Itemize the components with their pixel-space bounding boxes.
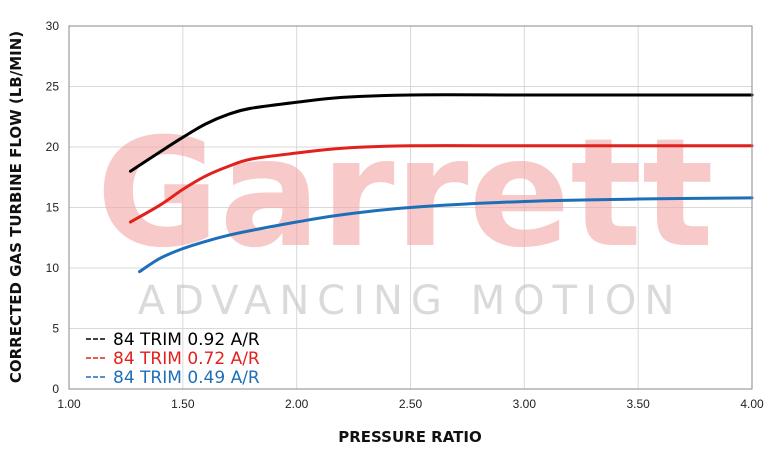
x-tick-label: 4.00	[740, 397, 764, 411]
y-tick-label: 25	[46, 80, 60, 94]
x-tick-label: 2.00	[285, 397, 309, 411]
watermark-brand: Garrett	[96, 107, 713, 281]
x-axis-title: PRESSURE RATIO	[338, 428, 481, 446]
y-tick-label: 10	[46, 261, 60, 275]
series-lines	[128, 93, 754, 274]
watermark-tagline: ADVANCING MOTION	[138, 278, 683, 324]
x-tick-label: 3.00	[513, 397, 537, 411]
series-line-2	[128, 144, 754, 224]
y-axis-title: CORRECTED GAS TURBINE FLOW (LB/MIN)	[7, 31, 25, 383]
y-tick-label: 20	[46, 140, 60, 154]
legend-label: 84 TRIM 0.92 A/R	[113, 330, 260, 350]
x-tick-label: 2.50	[399, 397, 423, 411]
y-tick-label: 15	[46, 201, 60, 215]
legend-label: 84 TRIM 0.72 A/R	[113, 349, 260, 369]
watermark: Garrett ADVANCING MOTION	[96, 107, 713, 324]
y-tick-label: 30	[46, 19, 60, 33]
series-line-3	[138, 196, 754, 274]
legend: 84 TRIM 0.92 A/R84 TRIM 0.72 A/R84 TRIM …	[86, 330, 260, 388]
y-tick-label: 5	[52, 322, 59, 336]
x-tick-label: 3.50	[626, 397, 650, 411]
y-tick-label: 0	[52, 382, 59, 396]
plot-frame	[68, 25, 753, 390]
axis-ticks: 1.00 1.50 2.00 2.50 3.00 3.50 4.00 0 5 10 15 20 25 30	[46, 19, 764, 411]
series-line-1	[128, 93, 754, 173]
x-tick-label: 1.50	[171, 397, 195, 411]
legend-label: 84 TRIM 0.49 A/R	[113, 368, 260, 388]
x-tick-label: 1.00	[57, 397, 81, 411]
